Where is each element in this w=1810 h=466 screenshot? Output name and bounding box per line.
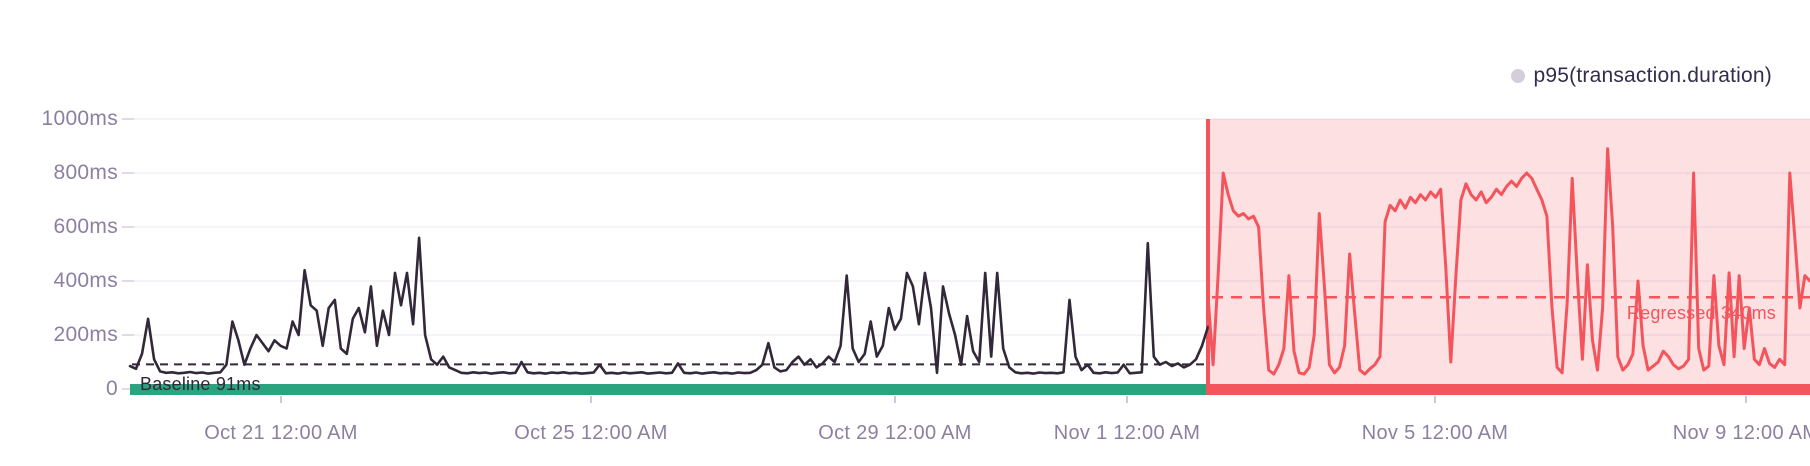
series-marker-icon [1510, 69, 1525, 83]
y-axis-tick-label: 200ms [53, 323, 118, 346]
baseline-series-line[interactable] [128, 236, 1210, 375]
x-axis-tick-label: Oct 25 12:00 AM [514, 422, 668, 444]
regression-annotation: Regressed 340ms [1626, 303, 1776, 323]
x-axis-tick-label: Nov 5 12:00 AM [1361, 422, 1509, 444]
y-axis-tick-label: 400ms [53, 269, 118, 292]
baseline-period-underline [130, 384, 1206, 395]
regression-period-underline [1208, 384, 1810, 395]
x-axis-tick-label: Nov 1 12:00 AM [1053, 422, 1201, 444]
y-axis-tick-label: 0 [106, 377, 118, 400]
x-axis-tick-label: Oct 29 12:00 AM [818, 422, 972, 444]
y-axis-tick-label: 800ms [53, 161, 118, 184]
y-axis-tick-label: 1000ms [41, 107, 118, 130]
chart-legend[interactable]: p95(transaction.duration) [1510, 64, 1772, 88]
legend-series-label: p95(transaction.duration) [1533, 64, 1772, 87]
baseline-annotation: Baseline 91ms [140, 374, 261, 394]
regression-series-line[interactable] [1206, 147, 1810, 376]
y-axis-tick-label: 600ms [53, 215, 118, 238]
regression-region-left-border [1206, 119, 1210, 395]
x-axis-tick-label: Oct 21 12:00 AM [204, 422, 358, 444]
x-axis-tick-label: Nov 9 12:00 AM [1672, 422, 1810, 444]
